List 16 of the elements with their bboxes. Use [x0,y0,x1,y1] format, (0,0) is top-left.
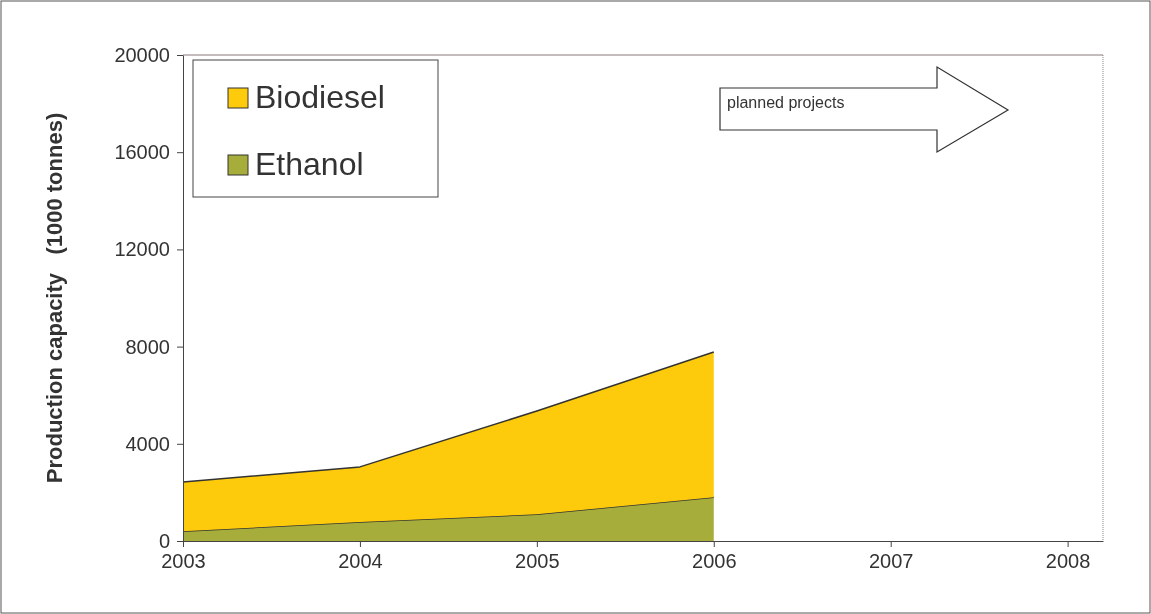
legend-label: Biodiesel [255,79,385,115]
y-tick-label: 4000 [125,432,170,455]
y-tick-label: 12000 [114,238,170,261]
y-tick-label: 0 [158,529,170,552]
y-axis-title: Production capacity (1000 tonnes) [42,112,67,484]
x-tick-label: 2006 [692,550,737,572]
annotation: planned projects [727,94,845,111]
x-tick-label: 2005 [515,550,560,572]
x-tick-label: 2004 [338,550,383,572]
y-tick-label: 8000 [125,335,170,358]
x-tick-label: 2008 [1045,550,1091,572]
x-tick-label: 2007 [868,550,914,572]
y-tick-label: 20000 [114,43,170,66]
y-tick-label: 16000 [114,141,170,164]
legend-label: Ethanol [255,146,364,182]
x-tick-label: 2003 [161,550,206,572]
